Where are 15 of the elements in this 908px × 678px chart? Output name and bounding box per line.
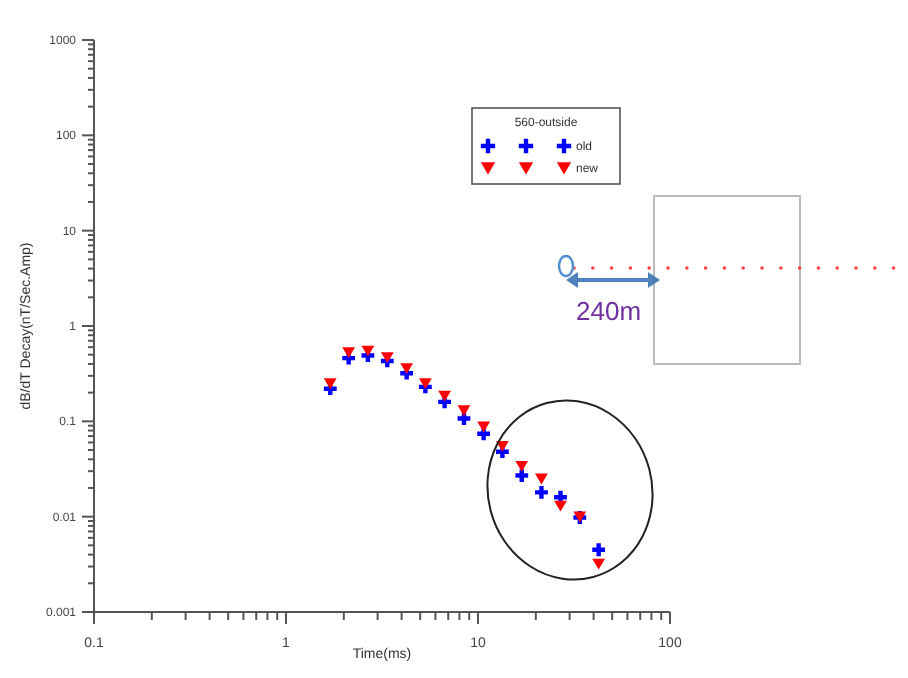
point	[438, 390, 452, 402]
point	[342, 347, 356, 359]
point	[496, 440, 509, 452]
point	[515, 460, 529, 472]
point	[400, 363, 414, 375]
point	[380, 352, 394, 364]
point	[361, 345, 375, 357]
point	[457, 405, 471, 417]
point	[590, 541, 608, 559]
point	[323, 378, 337, 390]
point	[592, 558, 606, 570]
point	[554, 500, 567, 512]
point	[535, 473, 548, 485]
point	[418, 378, 432, 390]
annotation: 240m	[576, 296, 642, 326]
